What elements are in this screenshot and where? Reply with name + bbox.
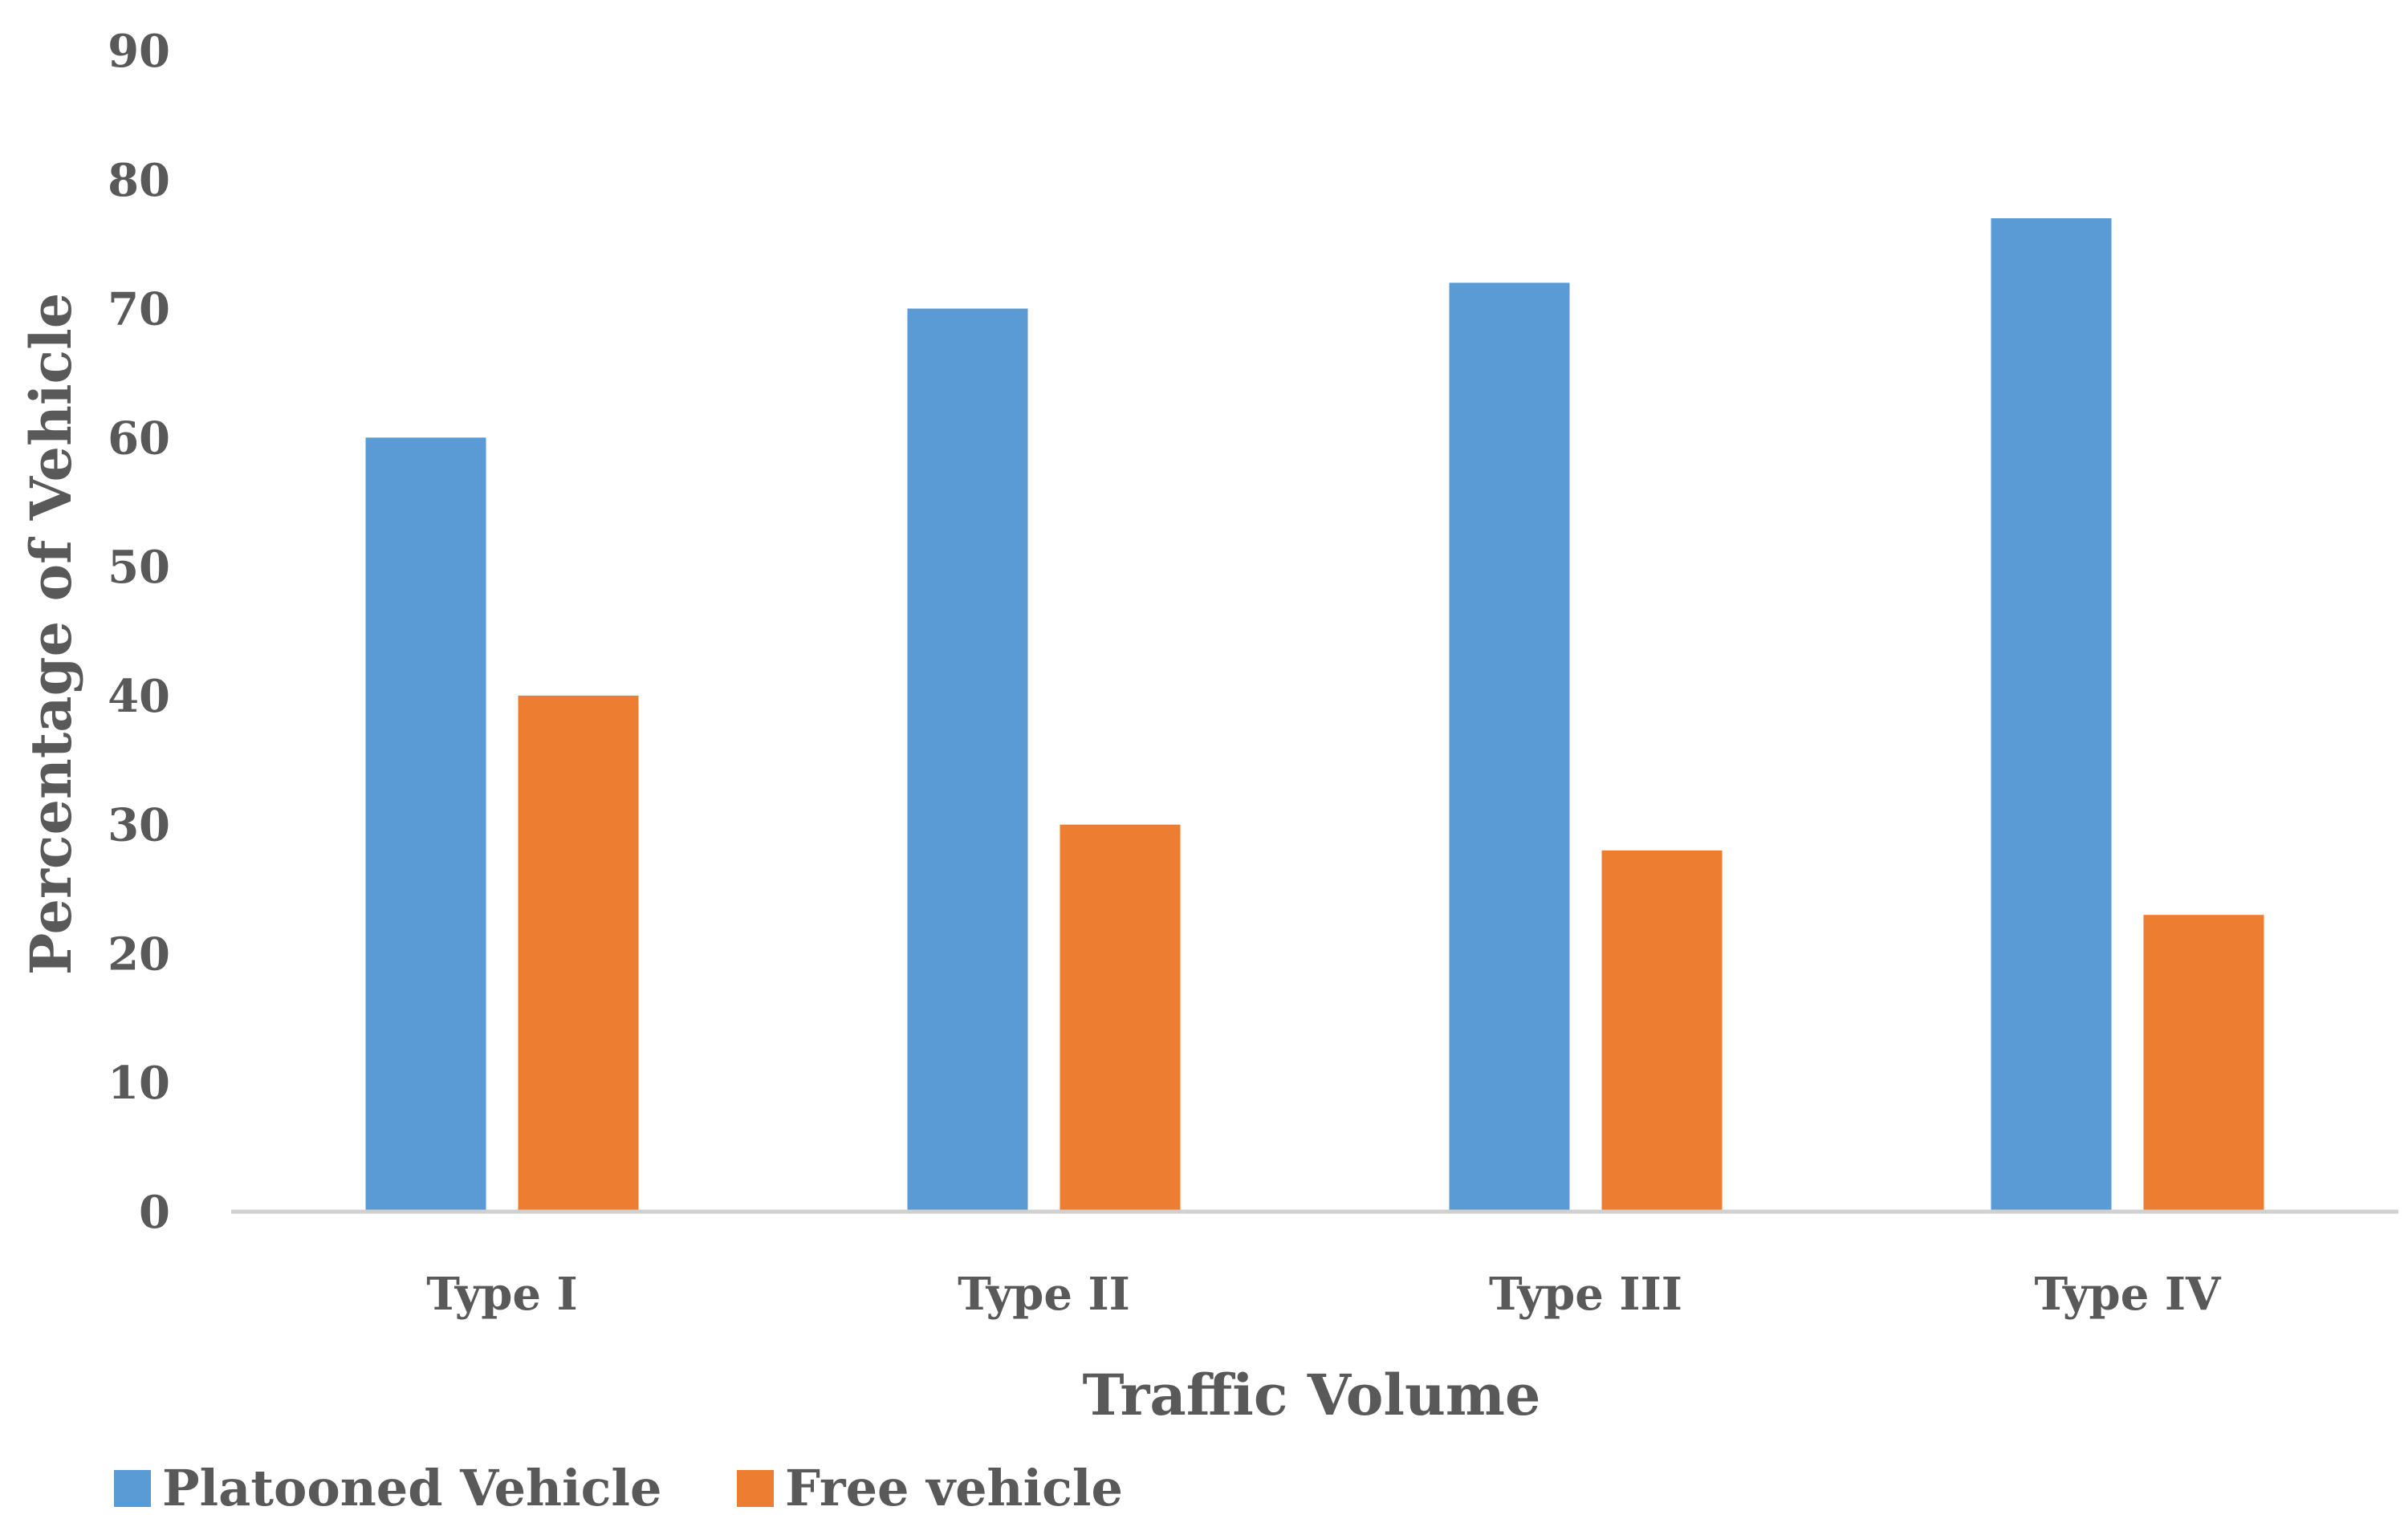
legend: Platooned Vehicle Free vehicle [114,1459,1123,1517]
y-axis-title: Percentage of Vehicle [18,293,84,976]
x-tick-label: Type III [1489,1268,1682,1321]
bar-platooned-1 [365,437,486,1212]
legend-swatch-platooned [114,1470,151,1507]
bar-free-4 [2143,915,2264,1212]
bar-platooned-4 [1991,218,2112,1212]
x-tick-label: Type II [958,1268,1130,1321]
y-tick-label: 30 [108,799,170,852]
legend-swatch-free [737,1470,774,1507]
y-tick-label: 0 [139,1186,170,1239]
y-tick-label: 20 [108,928,170,981]
legend-label-platooned: Platooned Vehicle [162,1459,661,1517]
y-tick-label: 90 [108,25,170,78]
y-tick-label: 10 [108,1057,170,1110]
x-tick-label: Type I [426,1268,578,1321]
x-tick-label: Type IV [2035,1268,2223,1321]
bar-platooned-2 [907,308,1028,1212]
bar-free-3 [1601,850,1723,1212]
y-tick-label: 80 [108,154,170,207]
bar-free-1 [518,695,639,1212]
x-axis-ticks: Type I Type II Type III Type IV [426,1268,2222,1321]
bar-platooned-3 [1449,282,1570,1212]
y-axis-ticks: 0 10 20 30 40 50 60 70 80 90 [108,25,170,1239]
y-tick-label: 50 [108,541,170,594]
x-axis-title: Traffic Volume [1083,1362,1541,1428]
y-tick-label: 40 [108,670,170,723]
bar-free-2 [1060,824,1181,1212]
legend-label-free: Free vehicle [785,1459,1123,1517]
y-tick-label: 60 [108,412,170,465]
y-tick-label: 70 [108,283,170,336]
bars [365,218,2264,1212]
